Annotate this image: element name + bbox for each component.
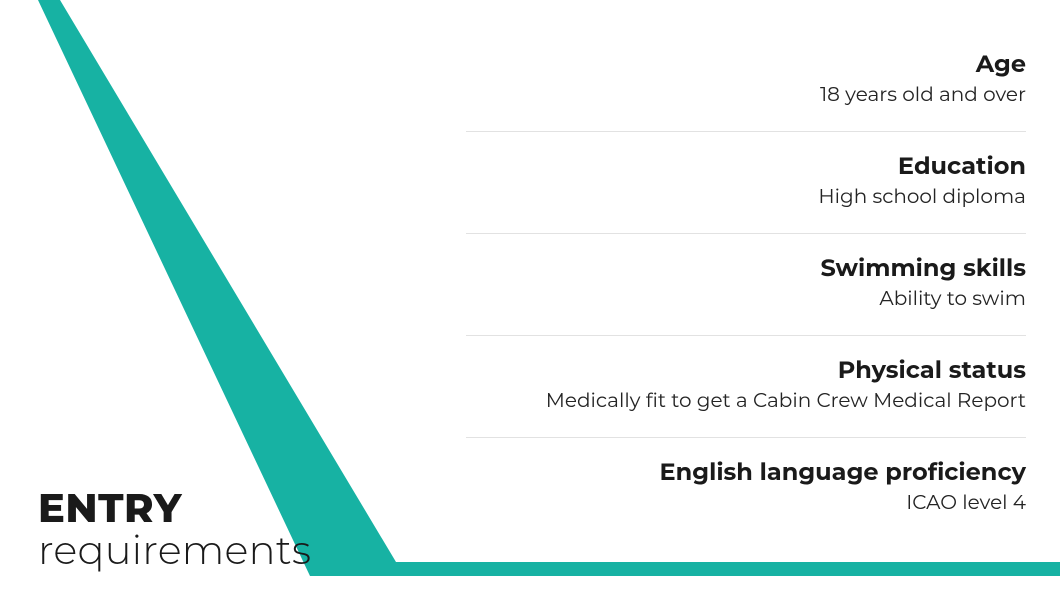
requirement-desc: High school diploma (466, 184, 1026, 211)
requirement-item: Education High school diploma (466, 131, 1026, 233)
requirement-desc: Medically fit to get a Cabin Crew Medica… (466, 388, 1026, 415)
requirement-item: Age 18 years old and over (466, 50, 1026, 131)
requirement-item: Physical status Medically fit to get a C… (466, 335, 1026, 437)
page-title-bold: ENTRY (38, 488, 311, 530)
requirement-desc: ICAO level 4 (466, 490, 1026, 517)
requirement-desc: Ability to swim (466, 286, 1026, 313)
requirement-title: Physical status (466, 356, 1026, 386)
requirement-title: English language proficiency (466, 458, 1026, 488)
requirement-title: Swimming skills (466, 254, 1026, 284)
requirement-title: Age (466, 50, 1026, 80)
requirement-item: Swimming skills Ability to swim (466, 233, 1026, 335)
requirement-title: Education (466, 152, 1026, 182)
requirements-list: Age 18 years old and over Education High… (466, 50, 1026, 539)
requirement-item: English language proficiency ICAO level … (466, 437, 1026, 539)
page-title: ENTRY requirements (38, 488, 311, 572)
requirement-desc: 18 years old and over (466, 82, 1026, 109)
page-title-light: requirements (38, 530, 311, 572)
wedge-baseline (386, 562, 1060, 576)
